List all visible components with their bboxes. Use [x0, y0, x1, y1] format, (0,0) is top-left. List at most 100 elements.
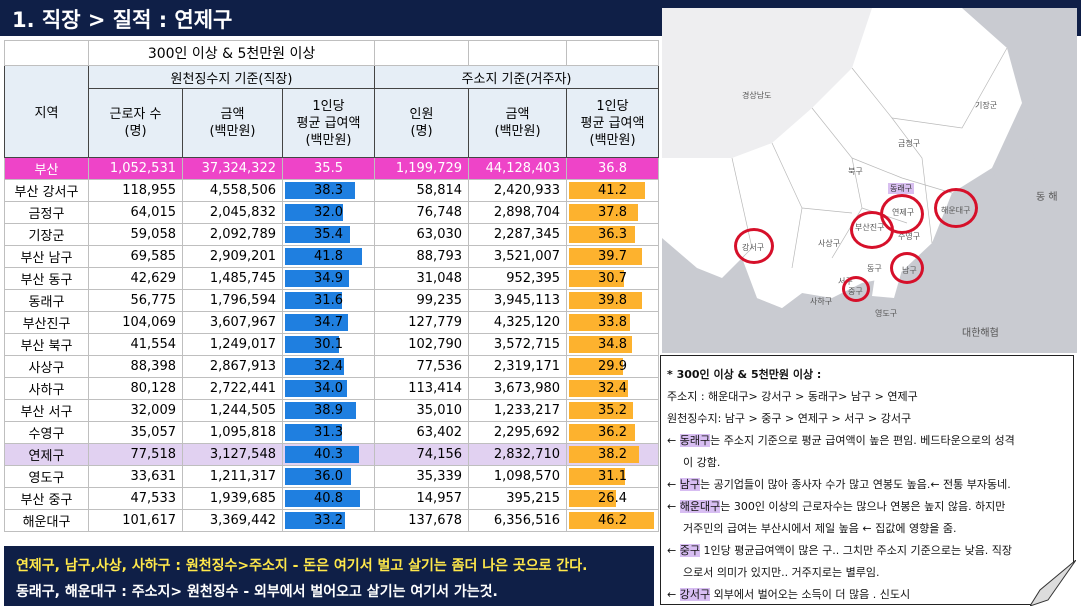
region-cell: 부산 중구: [4, 487, 89, 510]
avg-salary-cell: 34.9: [281, 267, 376, 290]
salary-value: 37.8: [598, 205, 627, 220]
avg-salary-residence-cell: 36.2: [566, 421, 660, 444]
avg-salary-cell: 33.2: [281, 509, 376, 532]
salary-value: 30.1: [314, 337, 343, 352]
region-cell: 기장군: [4, 223, 89, 246]
amount-residence-cell: 3,572,715: [468, 333, 568, 356]
workers-cell: 56,775: [88, 289, 183, 312]
salary-bar-residence: [569, 314, 631, 331]
table-row: 부산 중구 47,533 1,939,685 40.8 14,957 395,215 26.…: [4, 487, 660, 510]
salary-bar-residence: [569, 204, 639, 221]
header-amount-residence: 금액 (백만원): [468, 88, 568, 158]
salary-value: 36.3: [598, 227, 627, 242]
salary-value: 41.2: [598, 183, 627, 198]
region-cell: 부산: [4, 157, 89, 180]
table-row: 부산 남구 69,585 2,909,201 41.8 88,793 3,521,007 3…: [4, 245, 660, 268]
region-cell: 금정구: [4, 201, 89, 224]
map-label-sasang: 사상구: [818, 239, 841, 248]
salary-bar-workplace: [285, 248, 362, 265]
workers-cell: 101,617: [88, 509, 183, 532]
side-note-nam: ← 남구는 공기업들이 많아 종사자 수가 많고 연봉도 높음.← 전통 부자동…: [667, 478, 1011, 491]
amount-residence-cell: 2,832,710: [468, 443, 568, 466]
region-cell: 사하구: [4, 377, 89, 400]
salary-value: 32.4: [598, 381, 627, 396]
workers-cell: 69,585: [88, 245, 183, 268]
table-row: 사하구 80,128 2,722,441 34.0 113,414 3,673,980 32…: [4, 377, 660, 400]
header-workplace-group: 원천징수지 기준(직장): [87, 65, 376, 89]
workers-cell: 35,057: [88, 421, 183, 444]
salary-value: 40.3: [314, 447, 343, 462]
map-label-buk: 북구: [848, 167, 863, 176]
salary-bar-residence: [569, 424, 636, 441]
salary-value: 38.9: [314, 403, 343, 418]
map-label-dongnae: 동래구: [888, 183, 915, 194]
table-row: 영도구 33,631 1,211,317 36.0 35,339 1,098,570 31.…: [4, 465, 660, 488]
salary-value: 38.2: [598, 447, 627, 462]
avg-salary-residence-cell: 29.9: [566, 355, 660, 378]
header-residence-group: 주소지 기준(거주자): [374, 65, 660, 89]
amount-residence-cell: 395,215: [468, 487, 568, 510]
table-subtitle: 300인 이상 & 5천만원 이상: [87, 40, 376, 66]
amount-residence-cell: 2,420,933: [468, 179, 568, 202]
residents-cell: 77,536: [374, 355, 470, 378]
salary-bar-residence: [569, 490, 617, 507]
amount-cell: 1,211,317: [182, 465, 283, 488]
side-note: * 300인 이상 & 5천만원 이상 : 주소지 : 해운대구> 강서구 > …: [660, 355, 1074, 605]
map-circle-haeundae: [934, 188, 978, 228]
region-cell: 수영구: [4, 421, 89, 444]
avg-salary-cell: 35.4: [281, 223, 376, 246]
avg-salary-cell: 32.0: [281, 201, 376, 224]
workers-cell: 32,009: [88, 399, 183, 422]
residents-cell: 35,339: [374, 465, 470, 488]
side-note-haeundae: ← 해운대구는 300인 이상의 근로자수는 많으나 연봉은 높지 않음. 하지…: [667, 500, 1006, 513]
amount-residence-cell: 1,233,217: [468, 399, 568, 422]
page-title: 1. 직장 > 질적 : 연제구: [12, 8, 233, 32]
amount-residence-cell: 2,319,171: [468, 355, 568, 378]
side-note-gangseo: ← 강서구 외부에서 벌어오는 소득이 더 많음 . 신도시: [667, 588, 911, 601]
workers-cell: 118,955: [88, 179, 183, 202]
side-note-heading: * 300인 이상 & 5천만원 이상 :: [667, 368, 822, 381]
summary-line-1: 연제구, 남구,사상, 사하구 : 원천징수>주소지 - 돈은 여기서 벌고 살…: [16, 558, 588, 574]
salary-value: 46.2: [598, 513, 627, 528]
salary-bar-workplace: [285, 292, 343, 309]
salary-value: 34.8: [598, 337, 627, 352]
header-residents: 인원 (명): [374, 88, 470, 158]
workers-cell: 42,629: [88, 267, 183, 290]
salary-value: 31.1: [598, 469, 627, 484]
map-label-east-sea: 동 해: [1036, 192, 1058, 203]
salary-value: 36.8: [598, 161, 627, 176]
salary-bar-residence: [569, 182, 645, 199]
table-row: 기장군 59,058 2,092,789 35.4 63,030 2,287,345 36.…: [4, 223, 660, 246]
amount-cell: 1,485,745: [182, 267, 283, 290]
map-shape: [662, 8, 1077, 353]
table-row: 수영구 35,057 1,095,818 31.3 63,402 2,295,692 36.…: [4, 421, 660, 444]
amount-residence-cell: 2,295,692: [468, 421, 568, 444]
avg-salary-residence-cell: 30.7: [566, 267, 660, 290]
amount-cell: 1,249,017: [182, 333, 283, 356]
avg-salary-cell: 40.3: [281, 443, 376, 466]
workers-cell: 64,015: [88, 201, 183, 224]
avg-salary-cell: 31.3: [281, 421, 376, 444]
salary-value: 36.0: [314, 469, 343, 484]
amount-cell: 37,324,322: [182, 157, 283, 180]
map-circle-gangseo: [734, 228, 774, 264]
region-cell: 부산 강서구: [4, 179, 89, 202]
salary-bar-workplace: [285, 314, 349, 331]
salary-bar-workplace: [285, 424, 342, 441]
salary-bar-workplace: [285, 182, 356, 199]
salary-value: 35.5: [314, 161, 343, 176]
residents-cell: 99,235: [374, 289, 470, 312]
residents-cell: 63,402: [374, 421, 470, 444]
region-cell: 동래구: [4, 289, 89, 312]
avg-salary-cell: 38.3: [281, 179, 376, 202]
salary-bar-residence: [569, 292, 643, 309]
salary-value: 41.8: [314, 249, 343, 264]
amount-cell: 2,867,913: [182, 355, 283, 378]
residents-cell: 102,790: [374, 333, 470, 356]
avg-salary-residence-cell: 35.2: [566, 399, 660, 422]
avg-salary-residence-cell: 36.3: [566, 223, 660, 246]
table-row: 부산 1,052,531 37,324,322 35.5 1,199,729 44,128…: [4, 157, 660, 180]
salary-value: 40.8: [314, 491, 343, 506]
amount-cell: 1,095,818: [182, 421, 283, 444]
table-row: 부산 북구 41,554 1,249,017 30.1 102,790 3,572,715…: [4, 333, 660, 356]
